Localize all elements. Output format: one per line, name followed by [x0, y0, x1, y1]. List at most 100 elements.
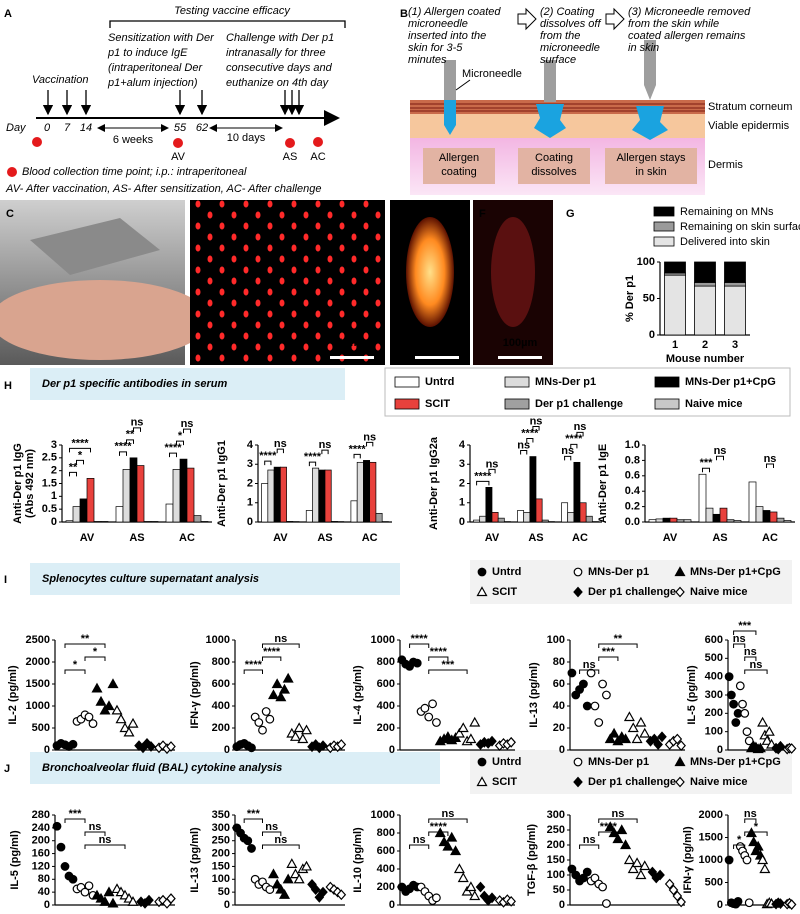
point	[318, 886, 328, 898]
bar-segment	[694, 285, 716, 336]
sig-label: ***	[441, 659, 455, 671]
bar	[769, 511, 778, 523]
sig-bracket	[428, 818, 468, 823]
point	[668, 884, 679, 896]
bar	[573, 461, 581, 523]
y-axis-label: IL-5 (pg/ml)	[9, 830, 21, 890]
sig-label: ****	[304, 451, 322, 463]
section-j-box	[30, 752, 440, 784]
point	[616, 824, 628, 835]
point	[620, 839, 632, 850]
point	[450, 845, 462, 856]
sig-label: **	[614, 633, 623, 645]
bar	[669, 517, 678, 523]
point	[657, 731, 667, 743]
x-tick-label: AV	[485, 532, 500, 544]
sig-bracket	[76, 459, 84, 465]
point	[635, 716, 647, 727]
y-tick-label: 2000	[26, 656, 50, 668]
sig-label: ns	[131, 417, 144, 429]
point	[627, 722, 639, 733]
y-tick-label: 2	[51, 465, 57, 477]
y-tick-label: 800	[377, 827, 395, 839]
sig-bracket	[84, 844, 126, 849]
sig-bracket	[276, 448, 284, 454]
point	[60, 862, 70, 871]
sig-bracket	[526, 438, 534, 443]
y-axis-label: IFN-γ (pg/ml)	[682, 826, 694, 894]
header-bracket	[109, 20, 346, 28]
panel-label: D	[196, 208, 204, 220]
point	[247, 844, 256, 853]
point	[465, 881, 477, 892]
y-tick-label: 40	[38, 886, 50, 898]
point	[604, 733, 616, 744]
legend-swatch	[394, 398, 420, 410]
scale-bar	[415, 356, 459, 359]
x-tick-label: 1	[672, 339, 678, 351]
bar	[776, 517, 785, 523]
legend-label: Der p1 challenge	[588, 586, 676, 598]
point	[243, 836, 253, 846]
point	[99, 896, 111, 906]
y-tick-label: 0.2	[625, 501, 640, 513]
box-2	[518, 148, 590, 184]
point	[775, 898, 786, 910]
point	[742, 855, 752, 865]
y-tick-label: 0	[649, 329, 655, 341]
sig-bracket	[702, 467, 710, 473]
sig-bracket	[744, 831, 768, 836]
sig-label: ****	[349, 443, 367, 455]
bar-segment	[664, 274, 686, 336]
y-tick-label: 200	[547, 839, 565, 851]
step-arrow	[517, 7, 537, 31]
point	[487, 735, 497, 747]
x-tick-label: 2	[702, 339, 708, 351]
point	[748, 836, 760, 847]
point	[258, 725, 267, 735]
point	[446, 831, 458, 842]
point	[744, 898, 754, 908]
panel-label: E	[396, 208, 403, 220]
sig-bracket	[84, 831, 106, 836]
sig-label: ns	[530, 415, 543, 427]
y-axis-label: IL-10 (pg/ml)	[352, 827, 364, 893]
bar-segment	[664, 261, 686, 274]
sig-label: ns	[744, 646, 757, 658]
point	[598, 679, 607, 689]
point	[786, 743, 797, 754]
point	[602, 690, 611, 700]
sig-label: ns	[583, 659, 596, 671]
y-tick-label: 600	[212, 678, 230, 690]
sig-label: ****	[263, 646, 281, 658]
point	[627, 863, 639, 874]
bar	[567, 512, 575, 523]
point	[424, 712, 434, 722]
sig-label: ns	[89, 821, 102, 833]
y-tick-label: 240	[32, 822, 50, 834]
point	[84, 712, 94, 722]
point	[752, 840, 764, 851]
y-axis-label: IL-13 (pg/ml)	[189, 827, 201, 893]
y-tick-label: 80	[38, 873, 50, 885]
box-label: Coating	[535, 152, 573, 164]
sig-label: **	[81, 633, 90, 645]
legend-swatch	[654, 398, 680, 410]
y-tick-label: 500	[705, 876, 723, 888]
x-tick-label: AV	[273, 532, 288, 544]
legend-label: MNs-Der p1	[535, 376, 596, 388]
sig-label: ns	[274, 633, 287, 645]
point	[293, 722, 305, 733]
point	[742, 727, 752, 737]
point	[757, 716, 769, 727]
bar	[129, 457, 138, 523]
legend-label: SCIT	[425, 398, 450, 410]
sig-label: *	[78, 449, 83, 461]
sig-bracket	[133, 427, 141, 432]
step-arrow	[605, 7, 625, 31]
point	[318, 740, 328, 752]
y-tick-label: 0	[717, 899, 723, 911]
sig-label: *	[93, 646, 98, 658]
y-tick-label: 300	[705, 689, 723, 701]
y-tick-label: 0.0	[625, 516, 640, 528]
